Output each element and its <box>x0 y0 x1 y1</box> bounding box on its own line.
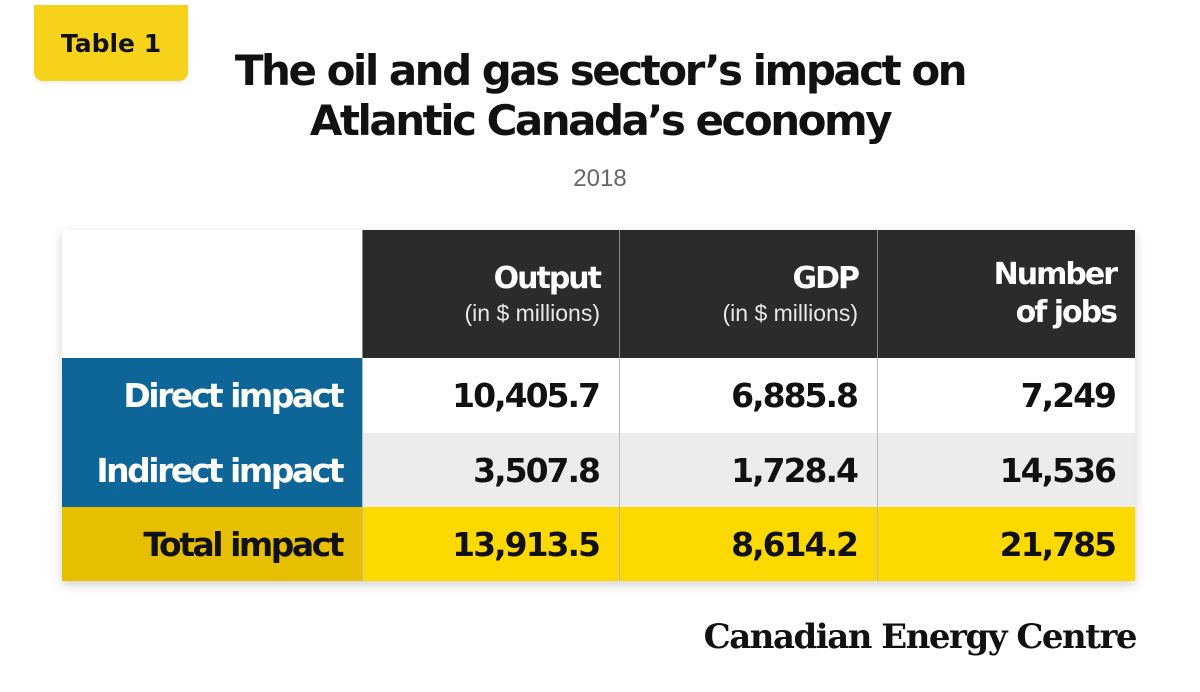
cell-direct-gdp: 6,885.8 <box>619 358 877 433</box>
chart-title: The oil and gas sector’s impact on Atlan… <box>0 46 1200 146</box>
column-header-unit: (in $ millions) <box>464 300 600 326</box>
cell-indirect-output: 3,507.8 <box>362 433 619 507</box>
title-line-1: The oil and gas sector’s impact on <box>234 46 968 95</box>
column-header-jobs: Number of jobs <box>877 230 1135 358</box>
column-header-label: Output <box>493 261 602 296</box>
column-header-label-line-1: Number <box>993 257 1118 292</box>
canadian-energy-centre-logo: Canadian Energy Centre <box>703 617 1138 657</box>
cell-indirect-jobs: 14,536 <box>877 433 1135 507</box>
row-label-total: Total impact <box>62 507 362 581</box>
column-header-output: Output (in $ millions) <box>362 230 619 358</box>
chart-subtitle-year: 2018 <box>573 165 627 192</box>
title-line-2: Atlantic Canada’s economy <box>309 96 893 145</box>
cell-indirect-gdp: 1,728.4 <box>619 433 877 507</box>
table-number-tag: Table 1 <box>34 5 188 81</box>
column-header-gdp: GDP (in $ millions) <box>619 230 877 358</box>
column-header-unit: (in $ millions) <box>722 300 858 326</box>
column-header-label: GDP <box>792 261 860 296</box>
impact-table: Output (in $ millions) GDP (in $ million… <box>62 230 1135 581</box>
row-label-indirect: Indirect impact <box>62 433 362 507</box>
cell-total-output: 13,913.5 <box>362 507 619 581</box>
cell-direct-output: 10,405.7 <box>362 358 619 433</box>
cell-total-jobs: 21,785 <box>877 507 1135 581</box>
table-corner-blank <box>62 230 362 358</box>
cell-total-gdp: 8,614.2 <box>619 507 877 581</box>
column-header-label-line-2: of jobs <box>1015 295 1118 330</box>
row-label-direct: Direct impact <box>62 358 362 433</box>
cell-direct-jobs: 7,249 <box>877 358 1135 433</box>
